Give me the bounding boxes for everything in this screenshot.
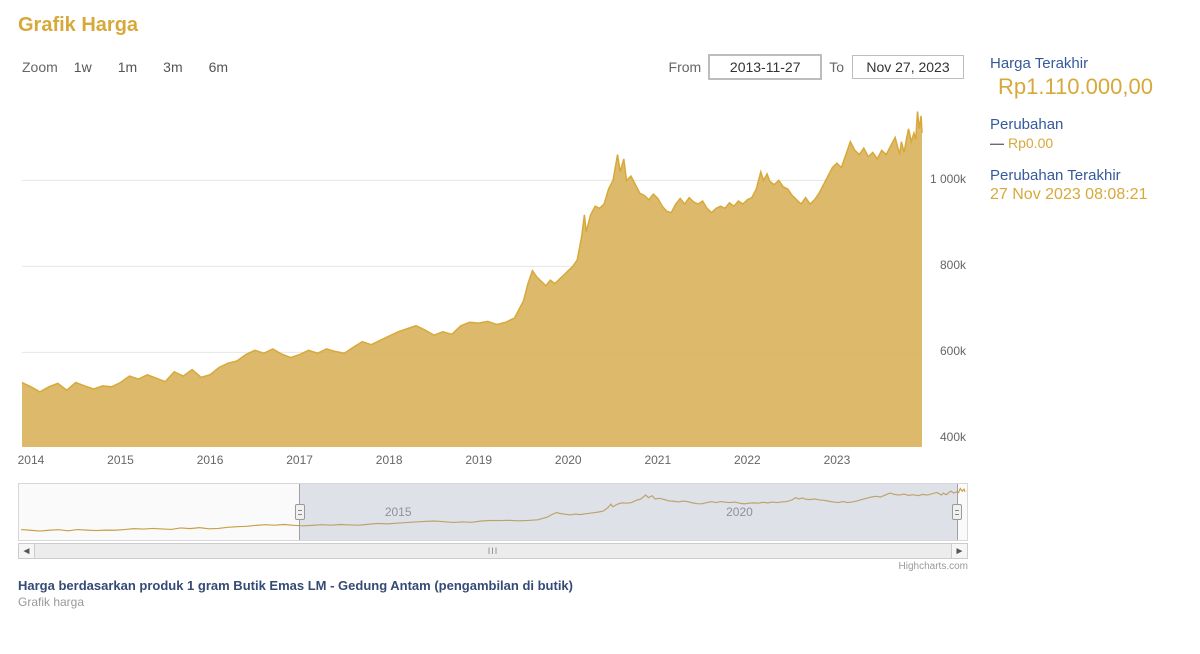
to-label: To [829, 59, 844, 75]
from-label: From [669, 59, 702, 75]
date-to-input[interactable] [852, 55, 964, 79]
chart-area: Zoom 1w 1m 3m 6m From To 400k 600k 800k 1 0… [18, 55, 968, 609]
caption-sub: Grafik harga [18, 595, 968, 609]
y-tick-label: 400k [940, 430, 966, 444]
x-tick-label: 2022 [734, 453, 761, 467]
last-update-value: 27 Nov 2023 08:08:21 [990, 186, 1153, 204]
side-panel: Harga Terakhir Rp1.110.000,00 Perubahan … [968, 55, 1153, 204]
chart-credits[interactable]: Highcharts.com [18, 561, 968, 572]
zoom-btn-1w[interactable]: 1w [70, 57, 96, 77]
x-tick-label: 2020 [555, 453, 582, 467]
zoom-label: Zoom [22, 59, 58, 75]
change-label: Perubahan [990, 116, 1153, 133]
x-tick-label: 2019 [465, 453, 492, 467]
x-tick-label: 2015 [107, 453, 134, 467]
zoom-btn-1m[interactable]: 1m [114, 57, 141, 77]
y-tick-label: 1 000k [930, 172, 966, 186]
navigator-scrollbar[interactable]: ◄ ► [18, 543, 968, 559]
x-tick-label: 2023 [824, 453, 851, 467]
scroll-track[interactable] [35, 544, 951, 558]
last-price-label: Harga Terakhir [990, 55, 1153, 72]
change-amount: Rp0.00 [1008, 135, 1053, 151]
last-update-label: Perubahan Terakhir [990, 167, 1153, 184]
y-tick-label: 600k [940, 344, 966, 358]
change-value: — Rp0.00 [990, 135, 1153, 151]
page-title: Grafik Harga [18, 14, 1182, 37]
x-tick-label: 2021 [644, 453, 671, 467]
zoom-btn-6m[interactable]: 6m [205, 57, 232, 77]
navigator[interactable]: 20152020 [18, 483, 968, 541]
x-tick-label: 2016 [197, 453, 224, 467]
main-container: Zoom 1w 1m 3m 6m From To 400k 600k 800k 1 0… [18, 55, 1182, 609]
navigator-left-handle[interactable] [295, 504, 305, 520]
scroll-left-button[interactable]: ◄ [19, 544, 35, 558]
caption-main: Harga berdasarkan produk 1 gram Butik Em… [18, 578, 968, 593]
zoom-btn-3m[interactable]: 3m [159, 57, 186, 77]
x-tick-label: 2014 [18, 453, 45, 467]
price-area-chart[interactable]: 400k 600k 800k 1 000k 2014 2015 2016 2017 2018 2… [18, 97, 968, 467]
date-from-input[interactable] [709, 55, 821, 79]
change-direction-icon: — [990, 135, 1004, 151]
scroll-right-button[interactable]: ► [951, 544, 967, 558]
x-tick-label: 2018 [376, 453, 403, 467]
y-tick-label: 800k [940, 258, 966, 272]
navigator-right-handle[interactable] [952, 504, 962, 520]
range-toolbar: Zoom 1w 1m 3m 6m From To [18, 55, 968, 79]
last-price-value: Rp1.110.000,00 [998, 74, 1153, 100]
x-tick-label: 2017 [286, 453, 313, 467]
chart-caption: Harga berdasarkan produk 1 gram Butik Em… [18, 578, 968, 609]
